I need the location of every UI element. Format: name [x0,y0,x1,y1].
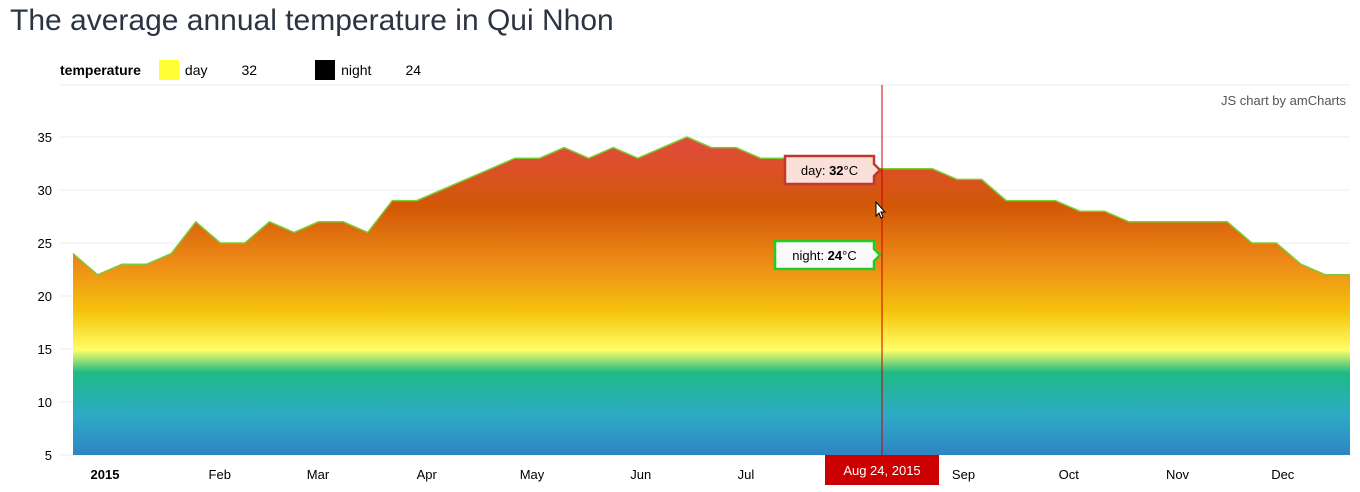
balloon-day [783,154,882,186]
y-tick-label-35: 35 [38,130,52,145]
legend-label-night: night [341,62,372,78]
x-tick-label-nov: Nov [1166,467,1190,482]
y-tick-label-30: 30 [38,183,52,198]
x-tick-label-jul: Jul [738,467,755,482]
mouse-pointer-icon [875,200,887,219]
y-tick-label-5: 5 [45,448,52,463]
legend-value-night: 24 [405,62,422,78]
x-tick-label-apr: Apr [417,467,438,482]
balloon-night [773,239,882,271]
x-tick-label-sep: Sep [952,467,975,482]
series-area-day [73,137,1350,455]
balloon-night-text: night: 24°C [792,248,856,263]
balloon-day-unit: °C [844,163,859,178]
x-tick-label-dec: Dec [1271,467,1295,482]
legend-swatch-day [158,60,179,80]
chart-cursor: Aug 24, 2015 [825,85,939,485]
legend-item-night[interactable]: night 24 [315,60,421,80]
chart-legend: temperature day 32 night 24 [60,60,421,80]
x-axis: 2015 Feb Mar Apr May Jun Jul Sep Oct Nov Dec [91,467,1295,482]
legend-swatch-night [315,60,336,80]
y-tick-label-25: 25 [38,236,52,251]
balloon-day-text: day: 32°C [801,163,858,178]
legend-label-day: day [184,62,208,78]
x-tick-label-oct: Oct [1059,467,1080,482]
series-line-day [72,136,1350,276]
x-tick-label-feb: Feb [209,467,231,482]
legend-item-day[interactable]: day 32 [158,60,315,80]
page-title: The average annual temperature in Qui Nh… [10,4,614,37]
x-tick-label-jun: Jun [630,467,651,482]
cursor-date-label: Aug 24, 2015 [843,463,920,478]
balloon-day-value: 32 [829,163,843,178]
legend-title: temperature [60,62,141,78]
cursor-date-badge [825,455,939,485]
y-tick-label-10: 10 [38,395,52,410]
y-tick-label-20: 20 [38,289,52,304]
balloon-day-label: day: [801,163,829,178]
balloon-night-value: 24 [828,248,843,263]
balloon-night-label: night: [792,248,827,263]
chart-credit[interactable]: JS chart by amCharts [1221,93,1346,108]
x-tick-label-mar: Mar [307,467,330,482]
legend-value-day: 32 [241,62,258,78]
x-tick-label-2015: 2015 [91,467,120,482]
balloon-night-unit: °C [842,248,857,263]
y-axis: 5 10 15 20 25 30 35 [38,130,52,463]
x-tick-label-may: May [520,467,545,482]
y-tick-label-15: 15 [38,342,52,357]
